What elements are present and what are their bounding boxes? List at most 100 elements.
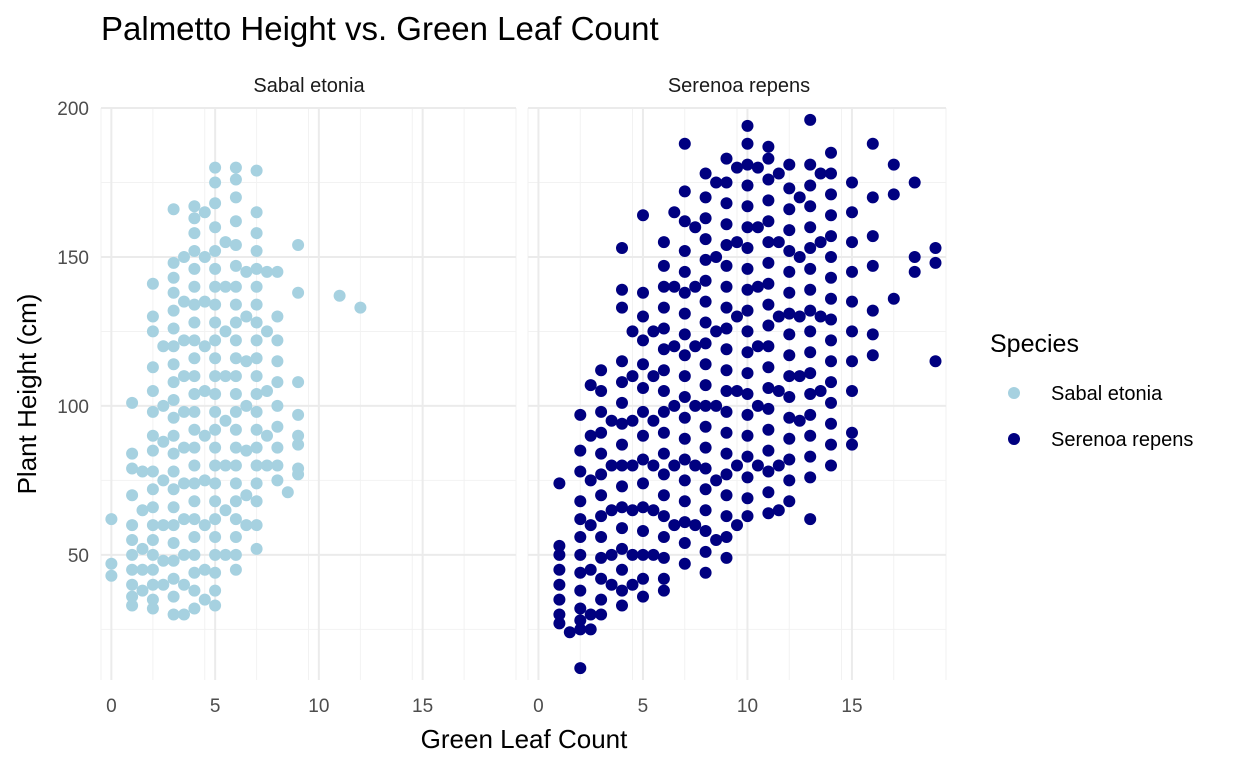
data-point [720,176,733,189]
data-point [281,486,294,499]
data-point [333,289,346,302]
data-point [637,429,649,442]
data-point [699,462,712,475]
data-point [668,459,681,472]
data-point [689,340,702,353]
data-point [553,578,566,591]
data-point [846,355,858,368]
data-point [657,364,670,377]
data-point [188,334,201,347]
data-point [292,376,305,389]
data-point [188,388,201,400]
panel-sabal: Sabal etonia 0 5 10 15 [100,75,517,717]
data-point [762,152,775,165]
data-point [250,370,263,383]
data-point [271,459,284,472]
data-point [741,179,754,192]
data-point [209,423,222,436]
data-point [657,385,670,397]
data-point [678,265,691,278]
data-point [678,137,691,150]
data-point [595,405,608,418]
data-point [804,388,817,400]
data-point [731,310,743,323]
data-point [553,548,566,561]
data-point [825,376,837,389]
data-point [762,465,775,478]
y-ticks: 50 100 150 200 [57,99,89,567]
data-point [647,414,660,427]
data-point [219,459,232,472]
data-point [762,382,775,394]
data-point [240,399,253,412]
data-point [574,444,587,457]
data-point [657,510,670,523]
data-point [908,265,921,278]
data-point [250,164,263,177]
data-point [146,361,159,374]
data-point [793,414,806,427]
data-point [271,474,284,487]
data-point [783,495,796,508]
data-point [866,259,879,272]
data-point [720,197,733,210]
data-point [188,316,201,329]
data-point [261,459,273,472]
data-point [229,191,242,204]
data-point [710,534,723,546]
data-point [825,438,837,451]
data-point [699,253,712,266]
data-point [250,262,263,275]
data-point [804,113,817,126]
data-point [188,513,201,526]
data-point [229,370,242,383]
data-point [616,301,628,314]
data-point [271,399,284,412]
data-point [229,477,242,490]
data-point [699,337,712,350]
data-point [595,531,608,543]
data-point [793,251,806,263]
data-point [783,411,796,424]
data-point [229,280,242,293]
data-point [762,444,775,457]
data-point [188,441,201,454]
data-point [887,158,900,171]
data-point [292,286,305,299]
data-point [616,283,628,296]
data-point [762,277,775,290]
data-point [209,388,222,400]
data-point [637,501,649,514]
data-point [678,245,691,257]
data-point [292,429,305,442]
data-point [657,468,670,481]
data-point [167,304,180,317]
data-point [178,251,190,263]
data-point [825,313,837,326]
data-point [157,519,170,532]
data-point [167,256,180,269]
data-point [229,161,242,174]
data-point [751,221,764,234]
data-point [825,167,837,180]
x-tick-label: 0 [106,696,117,717]
data-point [188,584,201,597]
data-point [804,304,817,317]
data-point [741,262,754,275]
data-point [751,280,764,293]
data-point [198,295,211,308]
data-point [595,608,608,621]
data-point [616,396,628,409]
data-point [157,399,170,412]
data-point [626,578,639,591]
data-point [783,158,796,171]
data-point [647,548,660,561]
data-point [553,608,566,621]
data-point [720,385,733,397]
data-point [741,283,754,296]
data-point [793,310,806,323]
data-point [804,325,817,338]
x-tick-label: 10 [737,696,758,717]
data-point [146,405,159,418]
